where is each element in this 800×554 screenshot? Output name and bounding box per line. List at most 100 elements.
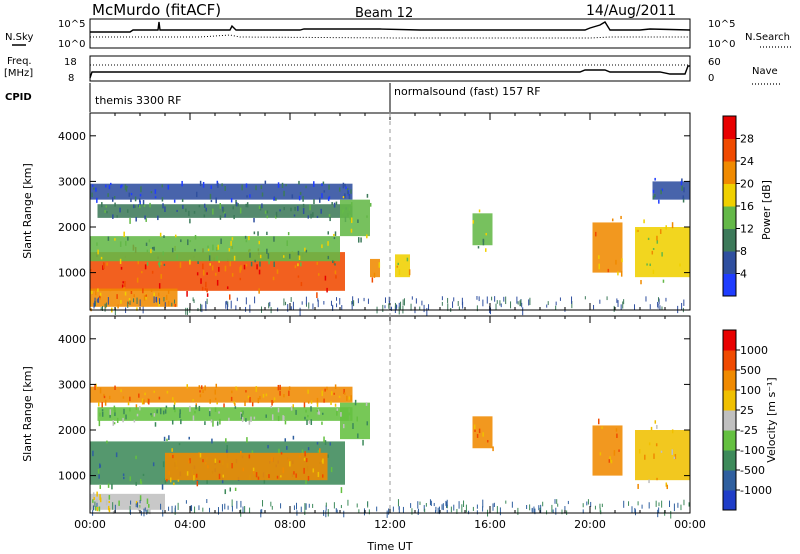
power-speckle (652, 189, 655, 193)
power-speckle (357, 237, 360, 243)
velocity-speckle (118, 500, 120, 506)
velocity-speckle (251, 450, 254, 454)
power-speckle (176, 254, 178, 260)
velocity-noise-mark (637, 501, 639, 506)
velocity-noise-mark (683, 499, 685, 506)
power-speckle (248, 236, 250, 241)
velocity-noise-mark (533, 506, 535, 513)
velocity-speckle (248, 454, 251, 459)
power-speckle (210, 199, 213, 203)
power-speckle (162, 251, 164, 256)
power-speckle (259, 254, 262, 259)
power-noise-mark (249, 304, 251, 313)
power-speckle (197, 261, 199, 264)
power-speckle (297, 250, 300, 256)
power-speckle (151, 270, 154, 274)
velocity-tick-label: -1000 (740, 484, 772, 497)
power-speckle (176, 209, 178, 212)
velocity-speckle (120, 389, 122, 393)
velocity-noise-mark (325, 510, 327, 518)
y-tick-label: 2000 (58, 221, 86, 234)
velocity-speckle (234, 487, 237, 491)
velocity-speckle (655, 443, 658, 447)
power-speckle (232, 206, 234, 210)
velocity-noise-mark (343, 510, 345, 518)
power-panel: 1000 2000 3000 4000 Slant Range [km] (21, 112, 691, 316)
velocity-speckle (109, 409, 112, 415)
velocity-speckle (250, 416, 252, 423)
velocity-speckle (229, 487, 232, 492)
velocity-speckle (323, 436, 325, 443)
power-speckle (245, 263, 248, 267)
velocity-speckle (113, 422, 116, 425)
velocity-speckle (330, 467, 333, 473)
velocity-speckle (230, 396, 233, 401)
power-speckle (294, 265, 297, 269)
power-speckle (611, 218, 614, 222)
power-speckle (112, 214, 114, 219)
power-speckle (230, 240, 232, 246)
velocity-speckle (346, 395, 348, 401)
power-speckle (105, 205, 108, 208)
velocity-noise-mark (446, 499, 448, 507)
power-swatch (723, 228, 736, 252)
velocity-speckle (209, 399, 211, 404)
power-noise-mark (268, 302, 270, 309)
power-speckle (174, 303, 177, 307)
velocity-speckle (99, 463, 101, 468)
power-speckle (334, 231, 337, 236)
power-speckle (167, 184, 170, 190)
power-tick-label: 16 (740, 200, 754, 213)
power-noise-mark (520, 299, 522, 307)
power-noise-mark (593, 304, 595, 310)
power-noise-mark (299, 307, 301, 316)
velocity-speckle (199, 453, 202, 458)
velocity-speckle (316, 409, 319, 412)
velocity-speckle (280, 452, 283, 455)
power-speckle (207, 245, 209, 249)
power-speckle (94, 291, 97, 296)
power-speckle (165, 294, 168, 300)
power-noise-mark (277, 307, 279, 312)
velocity-speckle (139, 478, 142, 484)
power-noise-mark (201, 304, 203, 313)
velocity-speckle (321, 390, 324, 396)
power-noise-mark (389, 300, 391, 304)
power-speckle (617, 271, 619, 276)
power-speckle (120, 299, 122, 304)
velocity-speckle (305, 409, 307, 413)
power-noise-mark (330, 300, 332, 306)
velocity-speckle (218, 473, 221, 480)
velocity-speckle (338, 395, 341, 398)
power-noise-mark (225, 301, 227, 309)
power-noise-mark (105, 302, 107, 308)
power-speckle (142, 288, 144, 294)
velocity-noise-mark (511, 501, 513, 508)
power-tick-label: 8 (740, 245, 747, 258)
noise-left-label: N.Sky (5, 32, 33, 43)
freq-label-line1: Freq. (7, 56, 32, 67)
power-region (90, 236, 340, 262)
power-region (652, 181, 690, 200)
velocity-speckle (210, 419, 213, 423)
freq-right-tick-bottom: 0 (708, 73, 714, 84)
velocity-speckle (319, 448, 321, 453)
velocity-noise-mark (634, 509, 636, 516)
power-speckle (205, 207, 207, 212)
velocity-noise-mark (96, 502, 98, 507)
velocity-speckle (277, 407, 280, 413)
velocity-speckle (204, 462, 207, 465)
power-noise-mark (555, 301, 557, 306)
velocity-speckle (115, 452, 118, 458)
velocity-noise-mark (94, 501, 96, 507)
velocity-speckle (192, 415, 195, 421)
velocity-speckle (163, 436, 166, 442)
power-speckle (652, 269, 655, 274)
power-speckle (101, 202, 103, 208)
power-speckle (206, 272, 208, 275)
power-speckle (300, 281, 303, 287)
velocity-noise-mark (482, 499, 484, 508)
velocity-speckle (169, 477, 172, 483)
velocity-noise-mark (242, 506, 244, 514)
velocity-speckle (343, 388, 345, 395)
